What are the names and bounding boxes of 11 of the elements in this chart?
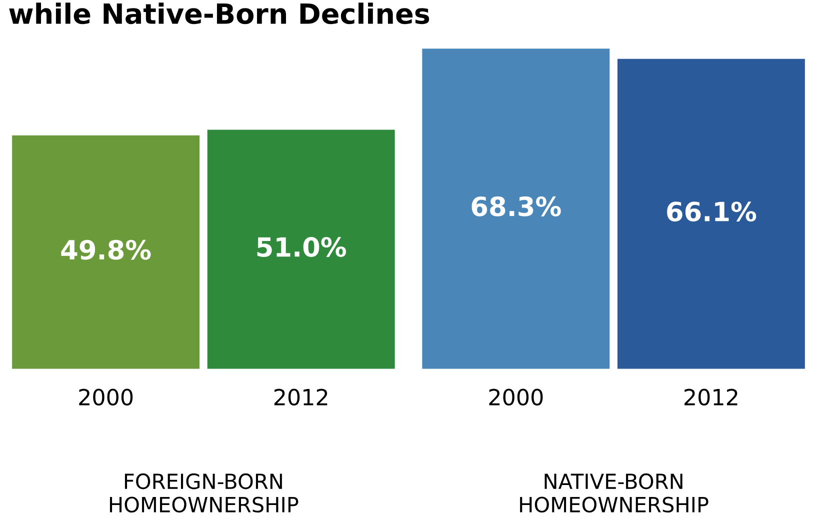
x-tick-label: 2012	[684, 388, 738, 406]
data-label: 66.1%	[667, 202, 756, 222]
text: NATIVE-BORN HOMEOWNERSHIP	[520, 473, 708, 513]
x-tick-label: 2012	[274, 388, 328, 406]
data-label: 49.8%	[61, 240, 151, 260]
x-tick-label: 2000	[489, 388, 543, 406]
chart-title: while Native-Born Declines	[9, 2, 430, 24]
text: FOREIGN-BORN HOMEOWNERSHIP	[110, 473, 298, 513]
data-label: 51.0%	[257, 237, 346, 257]
x-tick-label: 2000	[79, 388, 133, 406]
data-label: 68.3%	[472, 196, 561, 216]
